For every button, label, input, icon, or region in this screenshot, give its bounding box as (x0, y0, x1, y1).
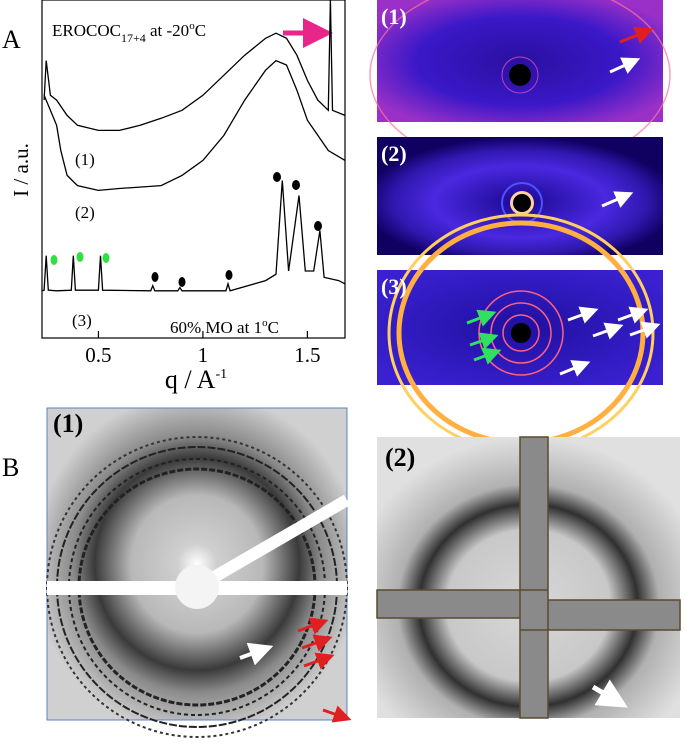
x-tick-label: 1 (198, 343, 209, 367)
x-tick-label: 1.5 (294, 343, 320, 367)
saxs-image: (2) (377, 137, 663, 255)
plot-area: EROCOC17+4 at -20oC 60% MO at 1oC I / a.… (9, 0, 346, 394)
image-label: (1) (53, 409, 83, 438)
image-label: (2) (385, 443, 415, 472)
data-line (41, 180, 346, 292)
series-label: (1) (75, 150, 95, 169)
annotation: 60% MO at 1oC (170, 317, 279, 337)
plot-frame (41, 0, 346, 339)
panel-label: A (2, 25, 21, 54)
peak-markers (50, 172, 322, 287)
image-label: (3) (381, 274, 407, 299)
data-line (43, 0, 346, 132)
series-label: (2) (75, 203, 95, 222)
x-tick-label: 0.5 (85, 343, 111, 367)
diffraction-image: (1) (46, 407, 352, 738)
data-line (43, 59, 346, 192)
annotation: EROCOC17+4 at -20oC (52, 20, 206, 45)
image-label: (1) (381, 4, 407, 29)
saxs-image: (1) (369, 0, 671, 171)
series-label: (3) (72, 311, 92, 330)
saxs-image: (3) (377, 213, 663, 453)
diffraction-image: (2) (376, 436, 681, 719)
image-label: (2) (381, 141, 407, 166)
y-axis-label: I / a.u. (9, 143, 33, 197)
panel-label: B (2, 453, 19, 482)
x-axis-label: q / A-1 (165, 365, 227, 394)
